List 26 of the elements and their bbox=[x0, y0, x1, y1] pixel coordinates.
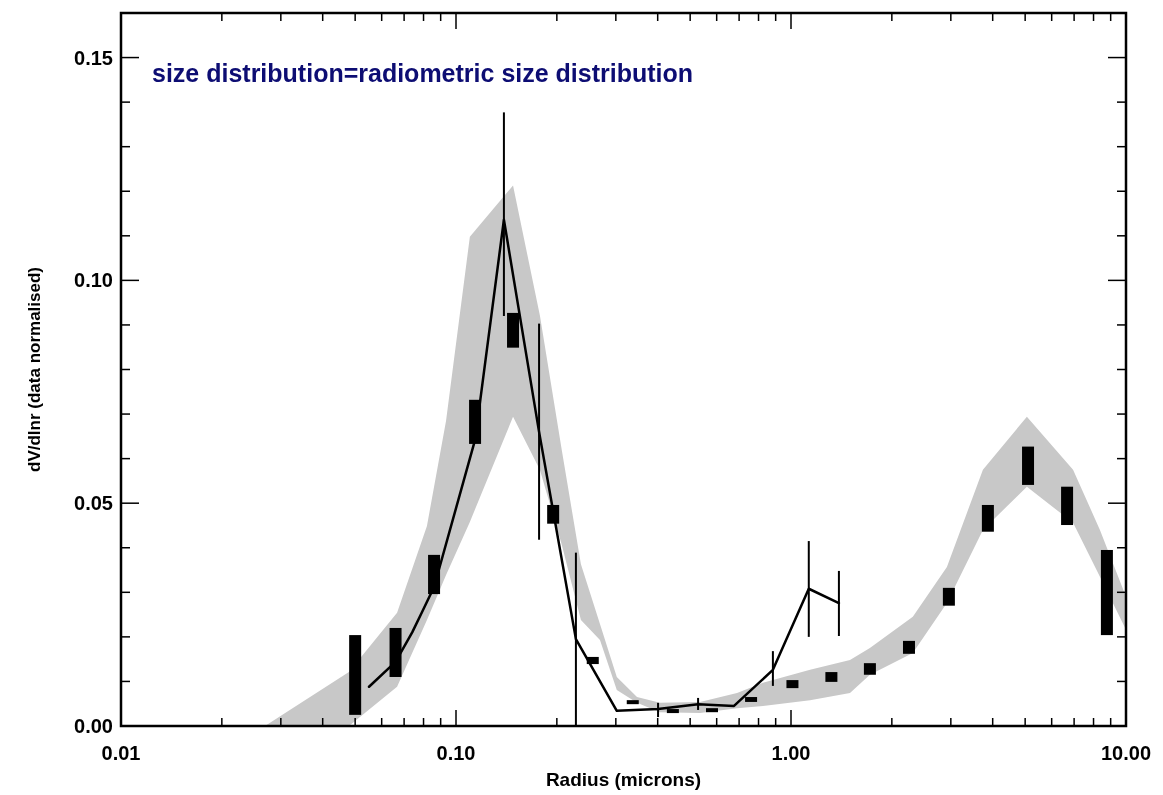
bar bbox=[349, 635, 362, 715]
y-axis-title: dV/dlnr (data normalised) bbox=[25, 267, 44, 472]
bar bbox=[626, 700, 639, 705]
text: size distribution=radiometric size distribution bbox=[152, 59, 694, 87]
y-tick-label: 0.00 bbox=[74, 715, 113, 737]
bar bbox=[942, 587, 955, 606]
bar bbox=[1022, 446, 1035, 485]
bar bbox=[1061, 486, 1074, 526]
bar bbox=[902, 640, 915, 654]
x-axis-title: Radius (microns) bbox=[545, 769, 702, 790]
bar bbox=[825, 672, 838, 682]
bar bbox=[786, 680, 799, 689]
y-tick-label: 0.10 bbox=[74, 269, 113, 292]
y-tick-label: 0.05 bbox=[74, 492, 113, 515]
bar bbox=[745, 697, 758, 702]
x-tick-label: 0.01 bbox=[101, 742, 141, 764]
y-tick-label: 0.15 bbox=[74, 46, 113, 69]
x-tick-label: 10.00 bbox=[1100, 742, 1152, 764]
x-tick-label: 0.10 bbox=[436, 742, 476, 764]
bar bbox=[863, 663, 876, 675]
bar bbox=[389, 627, 402, 677]
bar bbox=[981, 504, 994, 532]
x-tick-label: 1.00 bbox=[771, 742, 811, 764]
bar bbox=[706, 708, 718, 713]
bar bbox=[507, 312, 520, 348]
bar bbox=[1100, 549, 1113, 636]
